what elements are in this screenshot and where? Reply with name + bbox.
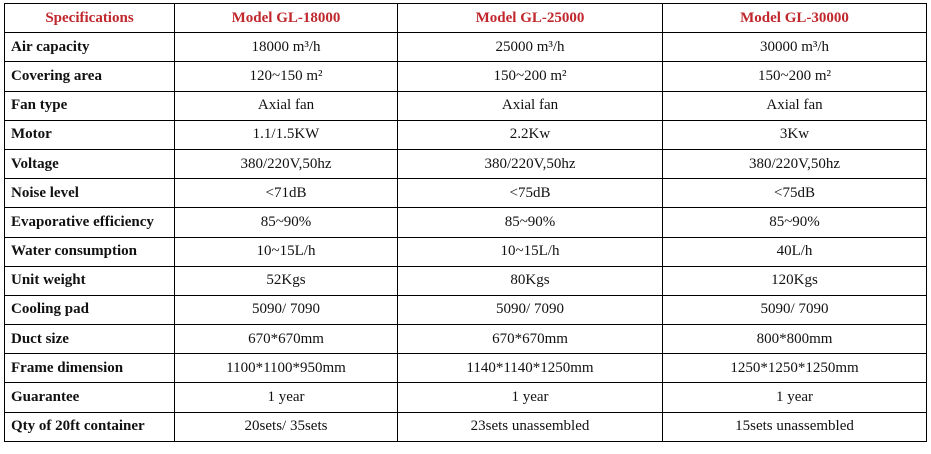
row-label: Fan type	[4, 90, 175, 121]
cell-value: 1100*1100*950mm	[174, 353, 398, 384]
table-row: Fan type Axial fan Axial fan Axial fan	[4, 90, 927, 121]
cell-value: Axial fan	[397, 90, 663, 121]
row-label: Voltage	[4, 148, 175, 180]
cell-value: 380/220V,50hz	[174, 148, 398, 180]
cell-value: 670*670mm	[174, 324, 398, 355]
cell-value: 120Kgs	[662, 265, 927, 296]
cell-value: 25000 m³/h	[397, 32, 663, 63]
row-label: Frame dimension	[4, 353, 175, 384]
header-row: Specifications Model GL-18000 Model GL-2…	[4, 2, 927, 34]
row-label: Motor	[4, 119, 175, 150]
table-row: Duct size 670*670mm 670*670mm 800*800mm	[4, 324, 927, 355]
table-row: Guarantee 1 year 1 year 1 year	[4, 382, 927, 413]
cell-value: 85~90%	[397, 207, 663, 238]
row-label: Evaporative efficiency	[4, 207, 175, 238]
cell-value: <75dB	[397, 178, 663, 209]
table-row: Covering area 120~150 m² 150~200 m² 150~200…	[4, 61, 927, 92]
cell-value: <75dB	[662, 178, 927, 209]
row-label: Guarantee	[4, 382, 175, 413]
cell-value: 15sets unassembled	[662, 411, 927, 442]
cell-value: 85~90%	[662, 207, 927, 238]
cell-value: 18000 m³/h	[174, 32, 398, 63]
cell-value: 5090/ 7090	[397, 294, 663, 326]
cell-value: 20sets/ 35sets	[174, 411, 398, 442]
cell-value: 10~15L/h	[397, 236, 663, 267]
cell-value: 150~200 m²	[662, 61, 927, 92]
cell-value: 380/220V,50hz	[662, 148, 927, 180]
cell-value: 1250*1250*1250mm	[662, 353, 927, 384]
row-label: Noise level	[4, 178, 175, 209]
row-label: Qty of 20ft container	[4, 411, 175, 442]
row-label: Unit weight	[4, 265, 175, 296]
table-body: Air capacity 18000 m³/h 25000 m³/h 30000 m³…	[4, 32, 927, 442]
cell-value: 23sets unassembled	[397, 411, 663, 442]
specifications-table: Specifications Model GL-18000 Model GL-2…	[4, 2, 927, 442]
row-label: Water consumption	[4, 236, 175, 267]
row-label: Cooling pad	[4, 294, 175, 326]
cell-value: 5090/ 7090	[174, 294, 398, 326]
table-row: Evaporative efficiency 85~90% 85~90% 85~90%	[4, 207, 927, 238]
cell-value: 10~15L/h	[174, 236, 398, 267]
cell-value: 1.1/1.5KW	[174, 119, 398, 150]
cell-value: Axial fan	[662, 90, 927, 121]
cell-value: 80Kgs	[397, 265, 663, 296]
table-row: Water consumption 10~15L/h 10~15L/h 40L/h	[4, 236, 927, 267]
cell-value: 5090/ 7090	[662, 294, 927, 326]
table-row: Qty of 20ft container 20sets/ 35sets 23set…	[4, 411, 927, 442]
cell-value: 40L/h	[662, 236, 927, 267]
cell-value: 85~90%	[174, 207, 398, 238]
cell-value: 30000 m³/h	[662, 32, 927, 63]
table-row: Unit weight 52Kgs 80Kgs 120Kgs	[4, 265, 927, 296]
cell-value: Axial fan	[174, 90, 398, 121]
table-row: Air capacity 18000 m³/h 25000 m³/h 30000 m³…	[4, 32, 927, 63]
cell-value: 1 year	[662, 382, 927, 413]
cell-value: 52Kgs	[174, 265, 398, 296]
cell-value: <71dB	[174, 178, 398, 209]
header-model-gl-25000: Model GL-25000	[397, 2, 663, 34]
table-row: Voltage 380/220V,50hz 380/220V,50hz 380/220…	[4, 148, 927, 180]
header-model-gl-30000: Model GL-30000	[662, 2, 927, 34]
header-model-gl-18000: Model GL-18000	[174, 2, 398, 34]
cell-value: 120~150 m²	[174, 61, 398, 92]
cell-value: 380/220V,50hz	[397, 148, 663, 180]
cell-value: 800*800mm	[662, 324, 927, 355]
table-row: Cooling pad 5090/ 7090 5090/ 7090 5090/ 709…	[4, 294, 927, 326]
cell-value: 2.2Kw	[397, 119, 663, 150]
cell-value: 150~200 m²	[397, 61, 663, 92]
row-label: Air capacity	[4, 32, 175, 63]
cell-value: 670*670mm	[397, 324, 663, 355]
table-row: Motor 1.1/1.5KW 2.2Kw 3Kw	[4, 119, 927, 150]
header-specifications: Specifications	[4, 2, 175, 34]
cell-value: 3Kw	[662, 119, 927, 150]
cell-value: 1 year	[397, 382, 663, 413]
table-row: Frame dimension 1100*1100*950mm 1140*1140*…	[4, 353, 927, 384]
cell-value: 1 year	[174, 382, 398, 413]
cell-value: 1140*1140*1250mm	[397, 353, 663, 384]
row-label: Duct size	[4, 324, 175, 355]
row-label: Covering area	[4, 61, 175, 92]
table-row: Noise level <71dB <75dB <75dB	[4, 178, 927, 209]
